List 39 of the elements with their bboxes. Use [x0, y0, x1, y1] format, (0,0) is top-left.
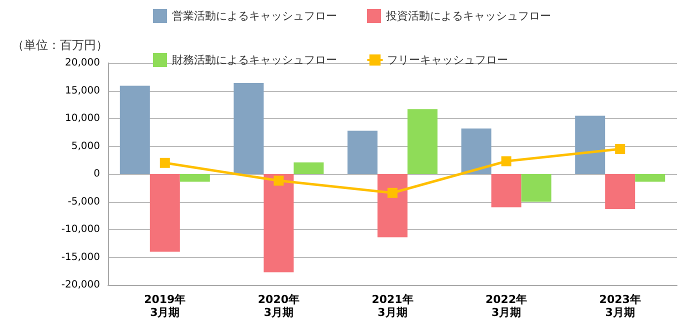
point	[388, 188, 398, 198]
y-tick-label: -10,000	[61, 224, 100, 235]
point	[274, 176, 284, 186]
x-tick-label: 2023年 3月期	[599, 293, 641, 319]
x-tick-label: 2021年 3月期	[372, 293, 414, 319]
point	[160, 158, 170, 168]
x-tick-label: 2022年 3月期	[485, 293, 528, 319]
y-tick-label: -20,000	[61, 280, 100, 290]
point	[501, 156, 512, 166]
x-tick-label: 2019年 3月期	[144, 293, 186, 319]
point	[615, 144, 626, 154]
y-tick-label: -5,000	[68, 196, 100, 208]
legend-label: フリーキャッシュフロー	[387, 54, 508, 66]
bar	[575, 116, 606, 174]
bar	[461, 128, 492, 174]
y-tick-label: 10,000	[65, 113, 100, 124]
bar	[605, 174, 636, 209]
bar	[264, 174, 294, 272]
legend-label: 営業活動によるキャッシュフロー	[172, 10, 337, 22]
bar	[180, 174, 210, 182]
bar	[348, 130, 378, 174]
bar	[408, 109, 438, 174]
legend-label: 財務活動によるキャッシュフロー	[172, 54, 337, 66]
bar	[521, 174, 552, 202]
bar	[234, 82, 264, 174]
bar	[150, 174, 180, 252]
x-tick-label: 2020年 3月期	[258, 293, 300, 319]
bar	[120, 86, 150, 174]
y-tick-label: 20,000	[65, 58, 100, 68]
bar	[491, 174, 522, 208]
bar	[294, 162, 324, 174]
bar	[378, 174, 408, 238]
legend-label: 投資活動によるキャッシュフロー	[385, 10, 551, 22]
bar	[635, 174, 666, 182]
y-tick-label: 15,000	[65, 85, 100, 96]
y-axis-title: （単位：百万円）	[12, 38, 108, 52]
y-tick-label: -15,000	[61, 252, 100, 263]
y-tick-label: 0	[94, 168, 100, 180]
y-tick-label: 5,000	[71, 140, 100, 152]
